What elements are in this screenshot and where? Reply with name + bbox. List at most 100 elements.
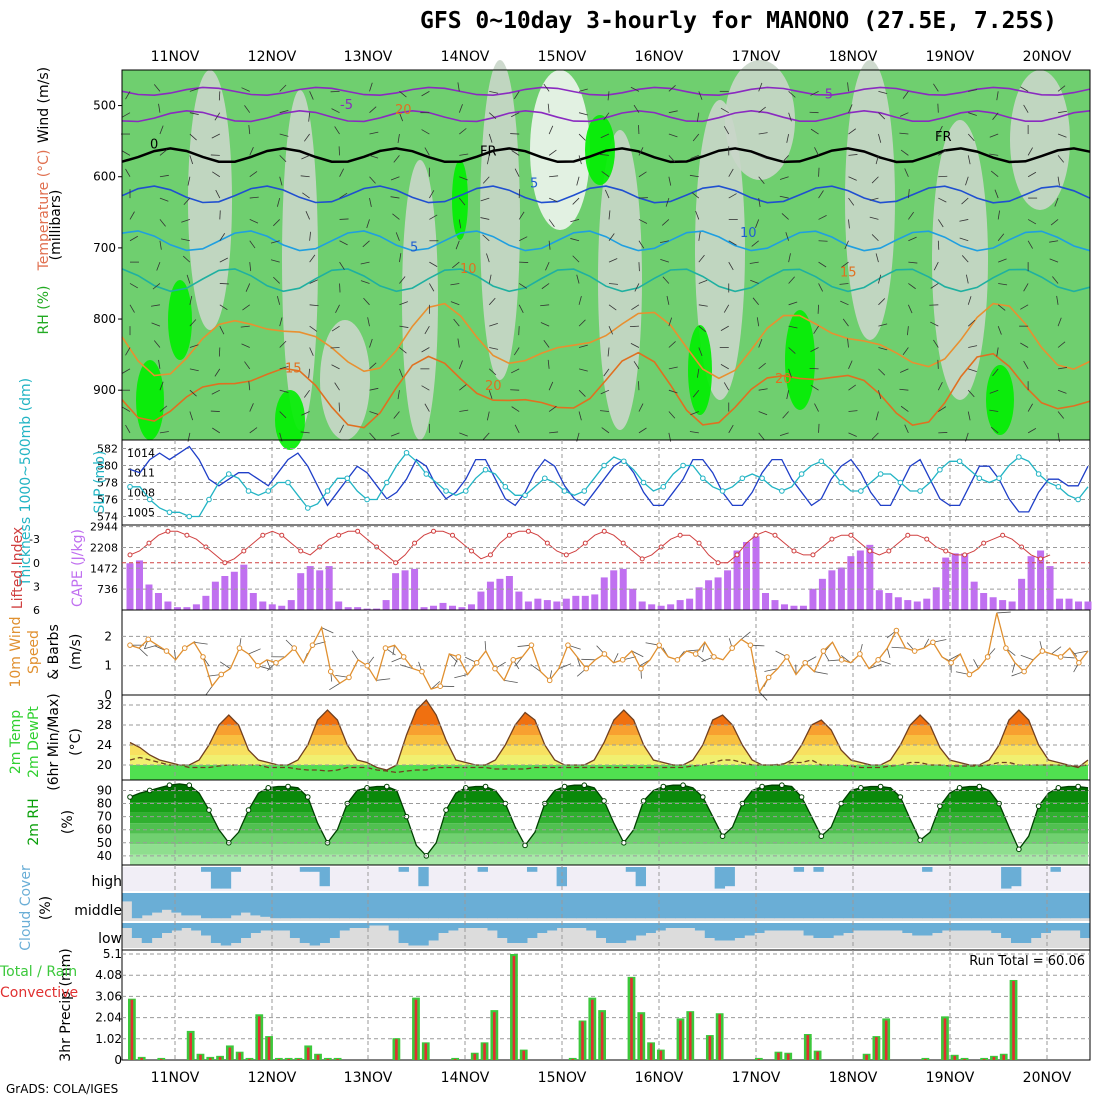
cloud-bar xyxy=(131,893,143,919)
rh-point xyxy=(601,798,607,804)
cloud-bar xyxy=(576,923,587,928)
wind-barb xyxy=(429,283,435,292)
wind-barb xyxy=(193,641,208,645)
wind-barb xyxy=(309,347,314,356)
cloud-bar xyxy=(892,893,903,919)
wind-barb xyxy=(334,382,340,391)
wind-barb xyxy=(608,304,617,311)
precip-conv-bar xyxy=(659,1050,663,1060)
cape-tick-label: 2944 xyxy=(90,521,118,534)
rh-point xyxy=(443,807,449,813)
wind-barb xyxy=(183,197,191,206)
wind-barb xyxy=(459,128,467,135)
wind-barb xyxy=(279,340,287,348)
thickness-line-point xyxy=(1035,471,1042,477)
wind-barb xyxy=(698,304,708,307)
precip-tick-label: 4.08 xyxy=(95,968,122,982)
wind-speed-line-point xyxy=(473,659,480,666)
thickness-line-point xyxy=(383,479,390,486)
cloud-bar xyxy=(299,893,311,919)
cape-bar xyxy=(847,556,855,610)
wind-barb xyxy=(848,432,857,437)
temperature-contour xyxy=(121,268,1091,293)
cape-bar xyxy=(743,542,751,610)
lifted-index-point xyxy=(393,560,399,566)
cloud-bar xyxy=(280,893,291,919)
wind-barb xyxy=(1027,403,1033,412)
wind-barb xyxy=(189,411,194,421)
cloud-bar xyxy=(339,893,350,919)
wind-barb xyxy=(459,432,468,437)
cloud-bar xyxy=(852,923,864,931)
legend-total-rain: Total / Rain xyxy=(0,964,77,980)
precip-conv-bar xyxy=(208,1057,212,1060)
thickness-line-point xyxy=(877,471,884,477)
legend-convective: Convective xyxy=(0,985,78,1001)
wind-barb xyxy=(818,283,824,292)
cloud-bar xyxy=(398,893,409,919)
cape-bar xyxy=(667,604,675,610)
wind-barb xyxy=(304,133,310,142)
wind-barb xyxy=(129,235,138,242)
wind-barb xyxy=(839,283,849,285)
wind-speed-line-point xyxy=(254,662,261,669)
wind-barb xyxy=(399,325,409,328)
rh-contour-region xyxy=(168,280,192,360)
wind-barb xyxy=(480,197,490,202)
cloud-bar xyxy=(566,923,577,928)
wind-barb xyxy=(369,411,379,415)
wind-barb xyxy=(249,147,254,156)
wind-barb xyxy=(153,340,161,348)
wind-barb xyxy=(899,368,909,373)
cape-bar xyxy=(581,595,589,610)
cloud-bar xyxy=(981,923,992,931)
cape-bar xyxy=(249,593,257,610)
precip-conv-bar xyxy=(1012,981,1015,1060)
cape-bar xyxy=(572,595,580,610)
cloud-bar xyxy=(220,867,232,889)
cloud-bar xyxy=(576,893,587,919)
wind-barb xyxy=(397,390,400,400)
cape-bar xyxy=(154,593,162,610)
wind-barb xyxy=(186,274,191,284)
cape-bar xyxy=(970,581,978,610)
wind-barb xyxy=(301,155,310,160)
rh-tick-label: 70 xyxy=(97,810,112,824)
cloud-axis-label: (%) xyxy=(38,896,54,920)
wind-barb xyxy=(249,262,252,272)
cloud-bar xyxy=(457,893,469,919)
wind-barb xyxy=(249,427,258,434)
wind-barb xyxy=(369,82,373,92)
wind-barb xyxy=(548,197,558,203)
cape-axis-label: CAPE (J/kg) xyxy=(70,529,86,607)
precip-total-bar xyxy=(294,1057,303,1060)
cloud-bar xyxy=(418,893,429,919)
wind-barb xyxy=(486,253,490,263)
cloud-bar xyxy=(941,923,953,931)
wind-barb xyxy=(1027,147,1033,156)
cloud-bar xyxy=(349,923,360,928)
cloud-bar xyxy=(586,923,597,931)
wind-barb xyxy=(907,326,909,336)
wind-barb xyxy=(764,668,778,672)
precip-total-bar xyxy=(245,1057,254,1060)
precip-conv-bar xyxy=(777,1052,780,1060)
wind-speed-line-point xyxy=(765,674,772,681)
wind-barb xyxy=(482,432,490,440)
cape-bar xyxy=(411,568,419,610)
wind-barb xyxy=(578,389,586,397)
rh-tick-label: 60 xyxy=(97,823,112,837)
wind-barb xyxy=(304,389,310,398)
wind-barb xyxy=(878,368,886,376)
cloud-bar xyxy=(398,867,409,872)
wind-speed-line-point xyxy=(638,665,644,672)
cape-bar xyxy=(458,607,466,610)
wind-barb xyxy=(788,325,798,329)
wind-barb xyxy=(421,385,430,391)
precip-conv-bar xyxy=(297,1058,300,1060)
wind-barb xyxy=(390,196,400,199)
date-label-bottom: 11NOV xyxy=(151,1070,200,1086)
thickness-line-point xyxy=(324,488,331,494)
wind-barb xyxy=(449,653,458,663)
wind-barb xyxy=(514,424,520,434)
